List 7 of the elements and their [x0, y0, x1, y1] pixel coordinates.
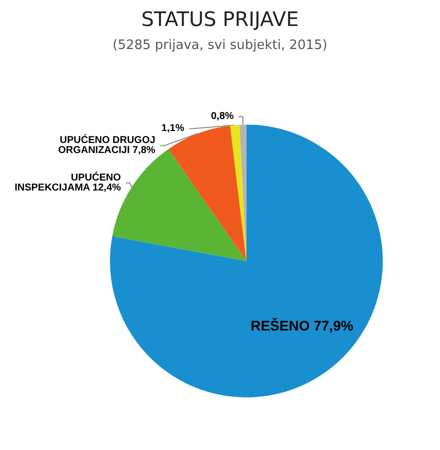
- data-label: 0,8%: [210, 111, 234, 122]
- slice-label: UPUĆENO INSPEKCIJAMA 12,4%: [14, 171, 122, 194]
- data-label: 1,1%: [161, 123, 184, 134]
- slice-label: REŠENO 77,9%: [250, 318, 354, 334]
- slice-label: UPUĆENO DRUGOJ ORGANIZACIJI 7,8%: [58, 134, 156, 156]
- chart-title: STATUS PRIJAVE: [141, 7, 299, 31]
- chart-subtitle: (5285 prijava, svi subjekti, 2015): [112, 38, 328, 53]
